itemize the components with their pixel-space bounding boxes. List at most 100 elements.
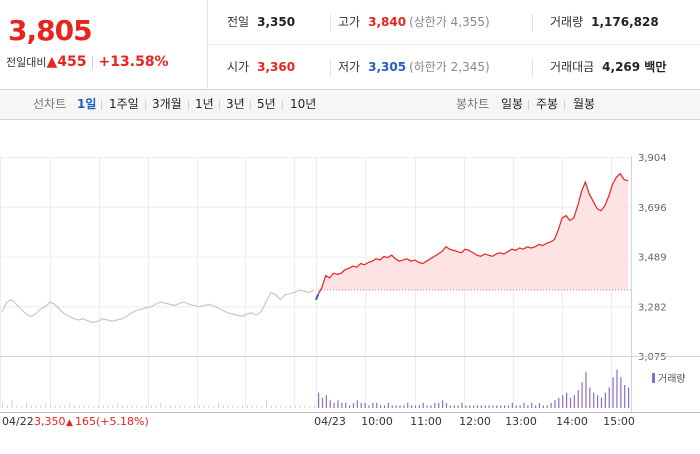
x-tick-label: 10:00 xyxy=(361,415,393,428)
volume-bar xyxy=(261,405,263,408)
volume-bar xyxy=(418,405,420,408)
stats-row-1: 전일 3,350 고가 3,840 (상한가 4,355) 거래량 1,176,828 xyxy=(208,0,700,45)
volume-bar xyxy=(325,395,327,408)
volume-bar xyxy=(399,405,401,408)
volume-bar xyxy=(380,405,382,408)
tab-monthly-candle[interactable]: 월봉 xyxy=(573,97,596,111)
volume-bar xyxy=(74,405,75,408)
volume-bar xyxy=(26,402,27,408)
prev-day-price-line xyxy=(1,289,315,324)
volume-bar xyxy=(6,405,8,408)
volume-bar xyxy=(294,405,296,408)
volume-bar xyxy=(349,405,351,408)
volume-bar xyxy=(117,402,119,408)
volume-bar xyxy=(352,402,355,408)
volume-bar xyxy=(290,405,291,408)
volume-bar xyxy=(597,395,599,408)
volume-bar xyxy=(387,402,389,408)
volume-bar xyxy=(442,400,444,408)
volume-bar xyxy=(445,402,448,408)
divider xyxy=(219,100,220,110)
volume-bar xyxy=(189,405,191,408)
volume-bar xyxy=(227,405,229,408)
volume-bar xyxy=(208,405,210,408)
tab-weekly-candle[interactable]: 주봉 xyxy=(536,97,559,111)
today-price-line xyxy=(317,172,629,296)
volume-bar xyxy=(21,405,23,408)
volume-bar xyxy=(237,405,239,408)
volume-bar xyxy=(535,405,537,408)
volume-bar xyxy=(54,405,56,408)
volume-bar xyxy=(78,405,80,408)
current-price: 3,805 xyxy=(8,14,93,47)
up-arrow-icon: ▲ xyxy=(46,54,58,70)
volume-bar xyxy=(136,405,138,408)
volume-bar xyxy=(411,405,413,408)
lower-limit: (하한가 2,345) xyxy=(409,60,490,74)
volume-bar xyxy=(246,405,248,408)
tab-10y[interactable]: 10년 xyxy=(290,97,317,111)
volume-bar xyxy=(511,402,513,408)
volume-bar xyxy=(318,392,320,408)
volume-bar xyxy=(329,400,331,408)
divider xyxy=(564,100,565,110)
price-area-fill xyxy=(318,173,628,295)
volume-bar xyxy=(391,405,393,408)
volume-bar xyxy=(426,405,428,408)
volume-bar xyxy=(266,400,267,408)
tab-3y[interactable]: 3년 xyxy=(226,97,245,111)
amount-cell: 거래대금 4,269 백만 xyxy=(550,45,666,90)
volume-bar xyxy=(88,405,90,408)
change-label: 전일대비 xyxy=(6,56,47,69)
volume-bar xyxy=(35,405,37,408)
tab-daily-candle[interactable]: 일봉 xyxy=(501,97,524,111)
volume-bar xyxy=(2,402,3,408)
volume-bar xyxy=(484,405,486,408)
volume-bar xyxy=(554,400,556,408)
volume-bar xyxy=(566,392,568,408)
volume-bar xyxy=(376,402,378,408)
volume-bar xyxy=(218,402,219,408)
volume-bar xyxy=(170,405,171,408)
volume-bar xyxy=(174,405,176,408)
volume-bar xyxy=(299,405,301,408)
divider xyxy=(528,100,529,110)
volume-cell: 거래량 1,176,828 xyxy=(550,0,659,45)
volume-bar xyxy=(469,405,471,408)
tab-1w[interactable]: 1주일 xyxy=(109,97,139,111)
x-tick-label: 04/23 xyxy=(314,415,346,428)
volume-bar xyxy=(160,402,162,408)
volume-bar xyxy=(280,405,282,408)
intraday-chart[interactable]: 3,904 3,696 3,489 3,282 3,075 거래량 04/23 10:00 11… xyxy=(0,121,700,450)
up-arrow-icon: ▲ xyxy=(66,418,73,428)
volume-bar xyxy=(492,405,494,408)
volume-bar xyxy=(242,405,243,408)
volume-bar xyxy=(337,400,339,408)
tab-3m[interactable]: 3개월 xyxy=(152,97,182,111)
open-dip-marker xyxy=(315,294,319,301)
volume-bar xyxy=(275,405,277,408)
volume-bar xyxy=(59,405,61,408)
prev-close-label: 전일 xyxy=(227,15,250,29)
volume-bar xyxy=(69,402,71,408)
volume-bar xyxy=(356,400,358,408)
low-value: 3,305 xyxy=(368,60,407,74)
volume-bar xyxy=(515,405,517,408)
volume-bar xyxy=(496,405,498,408)
tab-5y[interactable]: 5년 xyxy=(257,97,276,111)
open-cell: 시가 3,360 xyxy=(227,45,295,90)
volume-bar xyxy=(270,405,272,408)
divider xyxy=(330,59,331,77)
high-value: 3,840 xyxy=(368,15,407,29)
stats-row-2: 시가 3,360 저가 3,305 (하한가 2,345) 거래대금 4,269 백만 xyxy=(208,45,700,90)
volume-bar xyxy=(538,402,541,408)
volume-bar xyxy=(341,402,343,408)
volume-bar xyxy=(546,405,548,408)
volume-bar xyxy=(430,405,432,408)
volume-bar xyxy=(314,405,315,408)
divider xyxy=(532,14,533,32)
tab-1d[interactable]: 1일 xyxy=(77,97,97,111)
volume-bar xyxy=(45,402,47,408)
tab-1y[interactable]: 1년 xyxy=(195,97,214,111)
volume-bar xyxy=(562,395,564,408)
